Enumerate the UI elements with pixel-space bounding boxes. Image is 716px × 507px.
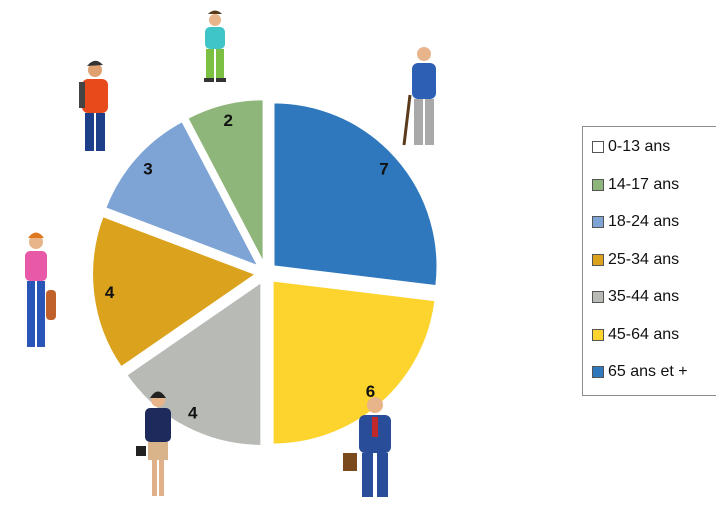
legend-item: 35-44 ans	[592, 287, 679, 307]
legend-label: 45-64 ans	[608, 325, 680, 343]
legend-swatch	[592, 366, 604, 378]
legend-swatch	[592, 291, 604, 303]
pie-slices	[91, 98, 439, 447]
legend-label: 18-24 ans	[608, 213, 680, 230]
pie-data-label: 4	[188, 404, 198, 423]
legend-item: 18-24 ans	[592, 212, 679, 232]
person-icon	[136, 391, 171, 496]
legend-label: 14-17 ans	[608, 175, 680, 193]
pie-data-labels: 7 6 4 4 3 2	[105, 111, 389, 423]
pie-slice-65-ans-et-	[272, 101, 439, 288]
person-icon	[79, 60, 108, 151]
legend-swatch	[592, 253, 604, 266]
legend-label: 25-34 ans	[608, 250, 680, 268]
pie-slice-14-17-ans	[186, 98, 265, 264]
legend-swatch	[592, 328, 604, 341]
legend-label: 35-44 ans	[608, 288, 680, 305]
person-icon	[204, 10, 226, 82]
legend: 0-13 ans 14-17 ans 18-24 ans 25-34 ans 35-44…	[582, 126, 716, 396]
legend-item: 45-64 ans	[592, 325, 679, 345]
pie-slice-45-64-ans	[271, 279, 437, 446]
pie-slice-25-34-ans	[91, 214, 259, 369]
person-icon	[402, 47, 436, 146]
pie-data-label: 7	[379, 159, 388, 178]
person-icon	[25, 232, 56, 347]
legend-label: 65 ans et +	[608, 363, 688, 380]
legend-item: 0-13 ans	[592, 137, 670, 157]
pie-data-label: 2	[224, 111, 233, 130]
pie-slice-18-24-ans	[103, 119, 261, 269]
legend-swatch	[592, 141, 604, 153]
legend-label: 0-13 ans	[608, 138, 671, 155]
legend-item: 65 ans et +	[592, 362, 688, 382]
legend-item: 14-17 ans	[592, 175, 679, 195]
pie-data-label: 6	[366, 382, 375, 401]
legend-swatch	[592, 178, 604, 191]
pie-data-label: 3	[143, 159, 152, 178]
legend-item: 25-34 ans	[592, 250, 679, 270]
person-icon	[343, 397, 391, 497]
legend-swatch	[592, 216, 604, 228]
pie-data-label: 4	[105, 283, 115, 302]
